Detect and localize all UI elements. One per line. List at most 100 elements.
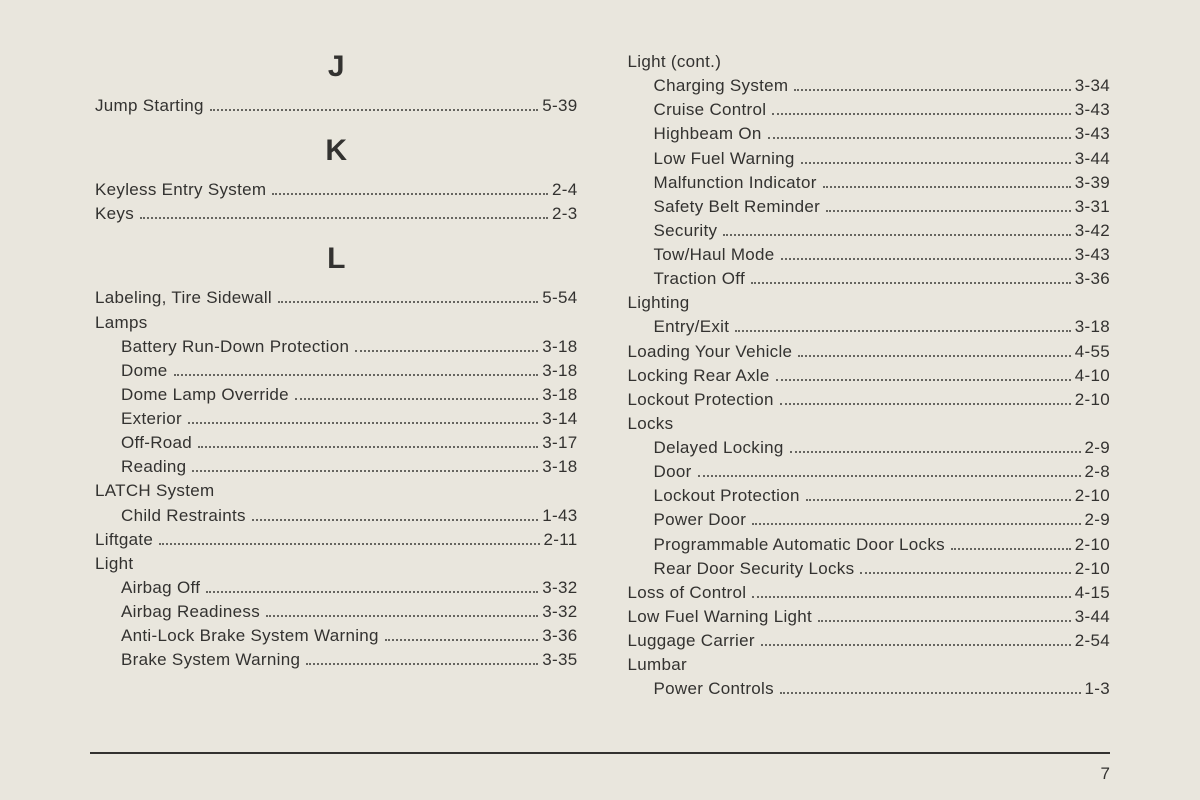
index-entry: Rear Door Security Locks 2-10 [628, 557, 1111, 581]
leader-dots [723, 234, 1070, 236]
entry-page: 2-10 [1075, 388, 1110, 412]
entry-label: Luggage Carrier [628, 629, 755, 653]
entry-label: Dome Lamp Override [121, 383, 289, 407]
index-entry: Locks [628, 412, 1111, 436]
index-page: JJump Starting5-39KKeyless Entry System2… [0, 0, 1200, 800]
leader-dots [823, 186, 1071, 188]
index-entry: Door2-8 [628, 460, 1111, 484]
entry-label: Power Controls [654, 677, 774, 701]
entry-label: LATCH System [95, 479, 214, 503]
leader-dots [698, 475, 1081, 477]
leader-dots [790, 451, 1081, 453]
entry-label: Lockout Protection [654, 484, 800, 508]
entry-page: 3-42 [1075, 219, 1110, 243]
entry-label: Reading [121, 455, 186, 479]
entry-page: 2-10 [1075, 533, 1110, 557]
leader-dots [198, 446, 538, 448]
entry-label: Entry/Exit [654, 315, 730, 339]
entry-page: 4-10 [1075, 364, 1110, 388]
entry-label: Keys [95, 202, 134, 226]
entry-page: 2-9 [1085, 508, 1110, 532]
entry-label: Power Door [654, 508, 747, 532]
entry-page: 3-18 [1075, 315, 1110, 339]
section-letter: K [95, 134, 578, 168]
entry-page: 3-43 [1075, 98, 1110, 122]
entry-page: 3-34 [1075, 74, 1110, 98]
entry-page: 3-36 [542, 624, 577, 648]
entry-label: Locks [628, 412, 674, 436]
entry-label: Programmable Automatic Door Locks [654, 533, 945, 557]
index-entry: Lockout Protection 2-10 [628, 484, 1111, 508]
index-entry: Dome 3-18 [95, 359, 578, 383]
leader-dots [781, 258, 1071, 260]
entry-label: Highbeam On [654, 122, 762, 146]
entry-page: 2-10 [1075, 484, 1110, 508]
index-entry: Entry/Exit 3-18 [628, 315, 1111, 339]
leader-dots [951, 548, 1071, 550]
entry-label: Traction Off [654, 267, 745, 291]
entry-label: Light [95, 552, 133, 576]
leader-dots [768, 137, 1071, 139]
index-entry: Light (cont.) [628, 50, 1111, 74]
entry-label: Labeling, Tire Sidewall [95, 286, 272, 310]
section-letter: J [95, 50, 578, 84]
section-letter: L [95, 242, 578, 276]
index-entry: Keys 2-3 [95, 202, 578, 226]
entry-page: 3-35 [542, 648, 577, 672]
leader-dots [761, 644, 1071, 646]
entry-label: Liftgate [95, 528, 153, 552]
entry-page: 4-15 [1075, 581, 1110, 605]
entry-label: Tow/Haul Mode [654, 243, 775, 267]
leader-dots [140, 217, 548, 219]
entry-page: 2-10 [1075, 557, 1110, 581]
entry-label: Locking Rear Axle [628, 364, 770, 388]
index-entry: Exterior3-14 [95, 407, 578, 431]
entry-label: Loss of Control [628, 581, 747, 605]
leader-dots [752, 523, 1080, 525]
leader-dots [188, 422, 538, 424]
entry-page: 3-18 [542, 359, 577, 383]
index-entry: Airbag Off3-32 [95, 576, 578, 600]
entry-label: Airbag Readiness [121, 600, 260, 624]
entry-page: 2-3 [552, 202, 577, 226]
index-entry: Battery Run-Down Protection3-18 [95, 335, 578, 359]
entry-page: 3-18 [542, 455, 577, 479]
entry-page: 2-54 [1075, 629, 1110, 653]
leader-dots [772, 113, 1070, 115]
leader-dots [826, 210, 1071, 212]
index-entry: Jump Starting5-39 [95, 94, 578, 118]
index-entry: Power Controls1-3 [628, 677, 1111, 701]
index-column: Light (cont.)Charging System3-34Cruise C… [628, 50, 1111, 740]
index-entry: Security3-42 [628, 219, 1111, 243]
entry-page: 3-18 [542, 335, 577, 359]
entry-label: Safety Belt Reminder [654, 195, 821, 219]
leader-dots [266, 615, 538, 617]
index-entry: Tow/Haul Mode 3-43 [628, 243, 1111, 267]
index-entry: Liftgate2-11 [95, 528, 578, 552]
leader-dots [159, 543, 539, 545]
entry-page: 3-43 [1075, 243, 1110, 267]
entry-label: Off-Road [121, 431, 192, 455]
entry-label: Lamps [95, 311, 148, 335]
index-entry: Power Door 2-9 [628, 508, 1111, 532]
leader-dots [272, 193, 548, 195]
entry-page: 3-44 [1075, 605, 1110, 629]
index-entry: Locking Rear Axle 4-10 [628, 364, 1111, 388]
entry-label: Rear Door Security Locks [654, 557, 855, 581]
index-entry: Child Restraints1-43 [95, 504, 578, 528]
index-entry: Safety Belt Reminder3-31 [628, 195, 1111, 219]
entry-page: 3-14 [542, 407, 577, 431]
index-entry: Loss of Control 4-15 [628, 581, 1111, 605]
entry-label: Door [654, 460, 692, 484]
index-entry: Lockout Protection2-10 [628, 388, 1111, 412]
entry-page: 3-43 [1075, 122, 1110, 146]
entry-label: Delayed Locking [654, 436, 784, 460]
entry-label: Child Restraints [121, 504, 246, 528]
entry-page: 3-36 [1075, 267, 1110, 291]
entry-label: Lighting [628, 291, 690, 315]
index-entry: Low Fuel Warning Light3-44 [628, 605, 1111, 629]
leader-dots [806, 499, 1071, 501]
leader-dots [385, 639, 538, 641]
entry-page: 3-39 [1075, 171, 1110, 195]
entry-label: Dome [121, 359, 168, 383]
